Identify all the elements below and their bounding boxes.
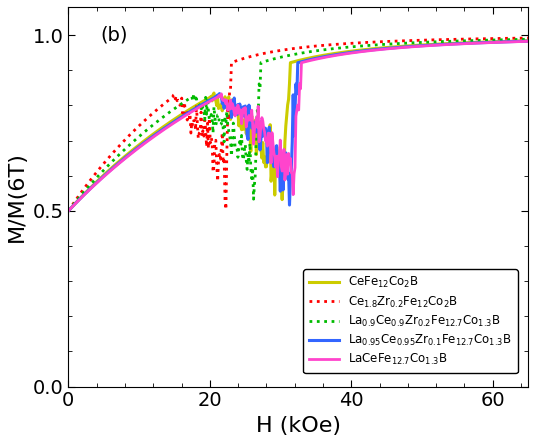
La$_{0.9}$Ce$_{0.9}$Zr$_{0.2}$Fe$_{12.7}$Co$_{1.3}$B (65, 208, 72, 214)
Ce$_{1.8}$Zr$_{0.2}$Fe$_{12}$Co$_2$B (65, 208, 72, 214)
La$_{0.95}$Ce$_{0.95}$Zr$_{0.1}$Fe$_{12.7}$Co$_{1.3}$B (442, 42, 448, 47)
CeFe$_{12}$Co$_2$B (514, 39, 520, 44)
Ce$_{1.8}$Zr$_{0.2}$Fe$_{12}$Co$_2$B (514, 35, 520, 41)
La$_{0.9}$Ce$_{0.9}$Zr$_{0.2}$Fe$_{12.7}$Co$_{1.3}$B (339, 45, 345, 51)
CeFe$_{12}$Co$_2$B (284, 113, 290, 118)
X-axis label: H (kOe): H (kOe) (256, 416, 341, 436)
Y-axis label: M/M(6T): M/M(6T) (7, 152, 27, 242)
La$_{0.95}$Ce$_{0.95}$Zr$_{0.1}$Fe$_{12.7}$Co$_{1.3}$B (514, 39, 520, 44)
Line: La$_{0.9}$Ce$_{0.9}$Zr$_{0.2}$Fe$_{12.7}$Co$_{1.3}$B: La$_{0.9}$Ce$_{0.9}$Zr$_{0.2}$Fe$_{12.7}… (68, 39, 528, 211)
La$_{0.95}$Ce$_{0.95}$Zr$_{0.1}$Fe$_{12.7}$Co$_{1.3}$B (525, 39, 531, 44)
CeFe$_{12}$Co$_2$B (525, 38, 531, 43)
CeFe$_{12}$Co$_2$B (286, 81, 293, 86)
La$_{0.95}$Ce$_{0.95}$Zr$_{0.1}$Fe$_{12.7}$Co$_{1.3}$B (286, 202, 293, 208)
LaCeFe$_{12.7}$Co$_{1.3}$B (286, 160, 293, 166)
La$_{0.9}$Ce$_{0.9}$Zr$_{0.2}$Fe$_{12.7}$Co$_{1.3}$B (514, 37, 520, 42)
La$_{0.9}$Ce$_{0.9}$Zr$_{0.2}$Fe$_{12.7}$Co$_{1.3}$B (286, 53, 293, 58)
Ce$_{1.8}$Zr$_{0.2}$Fe$_{12}$Co$_2$B (286, 47, 293, 52)
CeFe$_{12}$Co$_2$B (442, 41, 448, 47)
La$_{0.95}$Ce$_{0.95}$Zr$_{0.1}$Fe$_{12.7}$Co$_{1.3}$B (65, 208, 72, 214)
Text: (b): (b) (101, 26, 128, 45)
La$_{0.95}$Ce$_{0.95}$Zr$_{0.1}$Fe$_{12.7}$Co$_{1.3}$B (339, 51, 345, 56)
La$_{0.95}$Ce$_{0.95}$Zr$_{0.1}$Fe$_{12.7}$Co$_{1.3}$B (314, 55, 320, 61)
LaCeFe$_{12.7}$Co$_{1.3}$B (525, 39, 531, 44)
Line: Ce$_{1.8}$Zr$_{0.2}$Fe$_{12}$Co$_2$B: Ce$_{1.8}$Zr$_{0.2}$Fe$_{12}$Co$_2$B (68, 38, 528, 211)
LaCeFe$_{12.7}$Co$_{1.3}$B (339, 52, 345, 57)
La$_{0.9}$Ce$_{0.9}$Zr$_{0.2}$Fe$_{12.7}$Co$_{1.3}$B (284, 53, 290, 58)
La$_{0.95}$Ce$_{0.95}$Zr$_{0.1}$Fe$_{12.7}$Co$_{1.3}$B (284, 155, 290, 161)
La$_{0.9}$Ce$_{0.9}$Zr$_{0.2}$Fe$_{12.7}$Co$_{1.3}$B (314, 48, 320, 53)
LaCeFe$_{12.7}$Co$_{1.3}$B (514, 39, 520, 44)
Ce$_{1.8}$Zr$_{0.2}$Fe$_{12}$Co$_2$B (284, 47, 290, 52)
La$_{0.9}$Ce$_{0.9}$Zr$_{0.2}$Fe$_{12.7}$Co$_{1.3}$B (442, 39, 448, 44)
Line: La$_{0.95}$Ce$_{0.95}$Zr$_{0.1}$Fe$_{12.7}$Co$_{1.3}$B: La$_{0.95}$Ce$_{0.95}$Zr$_{0.1}$Fe$_{12.… (68, 41, 528, 211)
Line: LaCeFe$_{12.7}$Co$_{1.3}$B: LaCeFe$_{12.7}$Co$_{1.3}$B (68, 41, 528, 211)
Ce$_{1.8}$Zr$_{0.2}$Fe$_{12}$Co$_2$B (525, 35, 531, 41)
CeFe$_{12}$Co$_2$B (339, 50, 345, 55)
LaCeFe$_{12.7}$Co$_{1.3}$B (284, 152, 290, 157)
LaCeFe$_{12.7}$Co$_{1.3}$B (442, 42, 448, 47)
LaCeFe$_{12.7}$Co$_{1.3}$B (65, 208, 72, 214)
La$_{0.9}$Ce$_{0.9}$Zr$_{0.2}$Fe$_{12.7}$Co$_{1.3}$B (525, 37, 531, 42)
CeFe$_{12}$Co$_2$B (65, 208, 72, 214)
CeFe$_{12}$Co$_2$B (314, 54, 320, 59)
Line: CeFe$_{12}$Co$_2$B: CeFe$_{12}$Co$_2$B (68, 41, 528, 211)
Ce$_{1.8}$Zr$_{0.2}$Fe$_{12}$Co$_2$B (314, 43, 320, 49)
Legend: CeFe$_{12}$Co$_2$B, Ce$_{1.8}$Zr$_{0.2}$Fe$_{12}$Co$_2$B, La$_{0.9}$Ce$_{0.9}$Zr: CeFe$_{12}$Co$_2$B, Ce$_{1.8}$Zr$_{0.2}$… (303, 269, 517, 373)
Ce$_{1.8}$Zr$_{0.2}$Fe$_{12}$Co$_2$B (442, 37, 448, 42)
Ce$_{1.8}$Zr$_{0.2}$Fe$_{12}$Co$_2$B (339, 41, 345, 47)
LaCeFe$_{12.7}$Co$_{1.3}$B (314, 56, 320, 62)
